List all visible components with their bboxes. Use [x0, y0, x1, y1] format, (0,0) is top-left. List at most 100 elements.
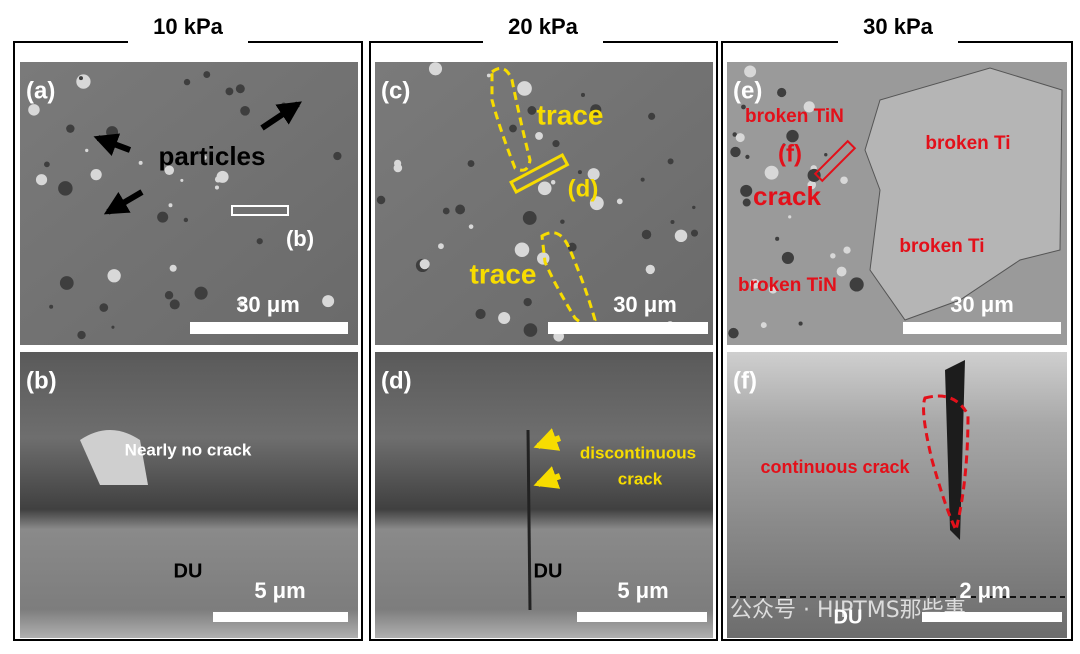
particle: [467, 160, 475, 167]
particle: [138, 160, 143, 165]
particle: [169, 299, 180, 310]
panel-label: (a): [26, 77, 55, 104]
particle: [788, 215, 792, 219]
particle: [830, 253, 836, 259]
panel-label: (d): [381, 367, 412, 394]
particle: [438, 243, 444, 250]
particle: [735, 133, 745, 143]
annotation: (b): [286, 226, 314, 251]
particle: [35, 174, 48, 186]
particle: [775, 236, 780, 241]
particle: [641, 229, 652, 240]
particle: [589, 196, 604, 211]
annotation: crack: [753, 181, 821, 211]
particle: [419, 259, 430, 270]
particle: [455, 204, 466, 215]
arrow: [260, 101, 302, 131]
particle: [840, 176, 848, 185]
particle: [214, 185, 219, 190]
annotation: discontinuous: [580, 443, 696, 462]
particle: [394, 159, 402, 167]
particle: [670, 220, 675, 225]
sem-image: [20, 352, 358, 638]
particle: [745, 154, 750, 160]
particle: [786, 129, 799, 143]
particle: [777, 87, 787, 98]
scale-bar: [190, 322, 348, 334]
particle: [183, 217, 189, 223]
particle: [235, 84, 245, 94]
particle: [428, 62, 443, 76]
header-box: [128, 10, 248, 48]
particle: [514, 242, 530, 257]
particle: [238, 300, 245, 307]
particle: [741, 104, 746, 110]
annotation: broken Ti: [925, 133, 1010, 154]
particle: [560, 219, 565, 224]
particle: [240, 105, 250, 116]
particle: [66, 124, 75, 133]
particle: [803, 101, 815, 113]
particle: [522, 211, 537, 225]
arrow: [533, 466, 562, 489]
crack-gap: [945, 360, 965, 540]
arrow: [533, 428, 562, 451]
particle: [577, 170, 582, 175]
annotation: DU: [174, 560, 203, 582]
region-box: [231, 205, 289, 216]
particle: [744, 65, 757, 78]
region-box: [509, 152, 570, 194]
particle: [376, 195, 386, 205]
particle: [849, 277, 864, 292]
particle: [78, 76, 83, 81]
annotation: continuous crack: [760, 457, 910, 477]
particle: [764, 165, 779, 180]
annotation: broken TiN: [745, 106, 844, 127]
broken-ti-region: [864, 67, 1063, 321]
annotation: trace: [470, 258, 537, 289]
sem-image: [375, 352, 713, 638]
particle: [527, 106, 537, 115]
pressure-label: 10 kPa: [153, 14, 223, 39]
scale-bar: [903, 322, 1061, 334]
particle: [169, 264, 177, 272]
particle: [498, 311, 511, 325]
trace-outline: [490, 66, 532, 172]
particle: [517, 81, 532, 96]
particle: [640, 177, 645, 182]
header-box: [483, 10, 603, 48]
particle: [59, 276, 74, 290]
particle: [107, 269, 121, 283]
scale-bar: [577, 612, 707, 622]
particle: [77, 330, 86, 340]
particle: [85, 148, 89, 153]
particle: [44, 161, 50, 168]
scale-bar: [548, 322, 708, 334]
particle: [256, 238, 263, 245]
particle: [99, 303, 109, 312]
scale-label: 5 μm: [617, 578, 668, 603]
particle: [552, 140, 560, 148]
particle: [157, 211, 169, 223]
particle: [80, 430, 148, 485]
arrow: [103, 189, 144, 215]
annotation: DU: [534, 560, 563, 582]
particle: [194, 286, 208, 300]
particle: [692, 205, 696, 210]
particle: [616, 198, 623, 205]
particle: [58, 181, 73, 196]
particle: [203, 71, 211, 78]
particle: [674, 229, 688, 243]
particle: [836, 266, 847, 277]
particle: [523, 323, 538, 337]
particle: [486, 73, 491, 78]
annotation: Nearly no crack: [125, 440, 252, 459]
particle: [587, 168, 600, 181]
scale-label: 30 μm: [613, 292, 677, 317]
particle: [843, 246, 851, 254]
scale-bar: [922, 612, 1062, 622]
particle: [183, 78, 191, 86]
particle: [333, 151, 342, 161]
scale-label: 5 μm: [254, 578, 305, 603]
particle: [667, 158, 674, 165]
